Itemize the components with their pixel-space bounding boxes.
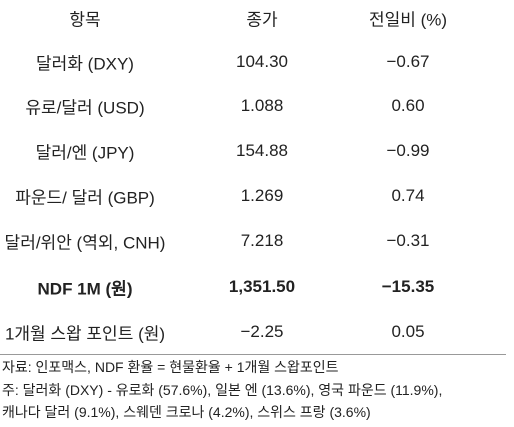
footnote: 주: 달러화 (DXY) - 유로화 (57.6%), 일본 엔 (13.6%)…: [2, 382, 443, 398]
footnote: 자료: 인포맥스, NDF 환율 = 현물환율 + 1개월 스왑포인트: [2, 359, 339, 375]
table-cell: −0.67: [386, 52, 430, 71]
table-cell: −15.35: [381, 277, 435, 296]
table-cell: 파운드/ 달러 (GBP): [15, 188, 155, 208]
table-cell: 달러화 (DXY): [36, 54, 134, 74]
table-cell: 0.74: [391, 186, 425, 205]
table-cell: −0.99: [386, 141, 430, 160]
table-cell: 1,351.50: [228, 277, 296, 296]
table-cell: 154.88: [236, 141, 288, 160]
table-cell: 0.05: [391, 322, 425, 341]
table-cell: 7.218: [240, 231, 284, 250]
table-cell: 1개월 스왑 포인트 (원): [4, 324, 166, 344]
header-cell: 종가: [246, 10, 278, 30]
table-cell: 유로/달러 (USD): [25, 98, 145, 118]
table-cell: 달러/엔 (JPY): [35, 143, 135, 163]
footnote: 캐나다 달러 (9.1%), 스웨덴 크로나 (4.2%), 스위스 프랑 (3…: [2, 404, 371, 420]
table-cell: −2.25: [240, 322, 284, 341]
divider: [0, 354, 506, 355]
table-cell: 1.269: [240, 186, 284, 205]
header-cell: 전일비 (%): [368, 10, 448, 30]
table-cell: 104.30: [236, 52, 288, 71]
table-cell: 0.60: [391, 96, 425, 115]
table-cell: 달러/위안 (역외, CNH): [4, 233, 166, 253]
table-cell: 1.088: [240, 96, 284, 115]
table-cell: −0.31: [386, 231, 430, 250]
table-cell: NDF 1M (원): [37, 279, 133, 299]
header-cell: 항목: [69, 10, 101, 30]
